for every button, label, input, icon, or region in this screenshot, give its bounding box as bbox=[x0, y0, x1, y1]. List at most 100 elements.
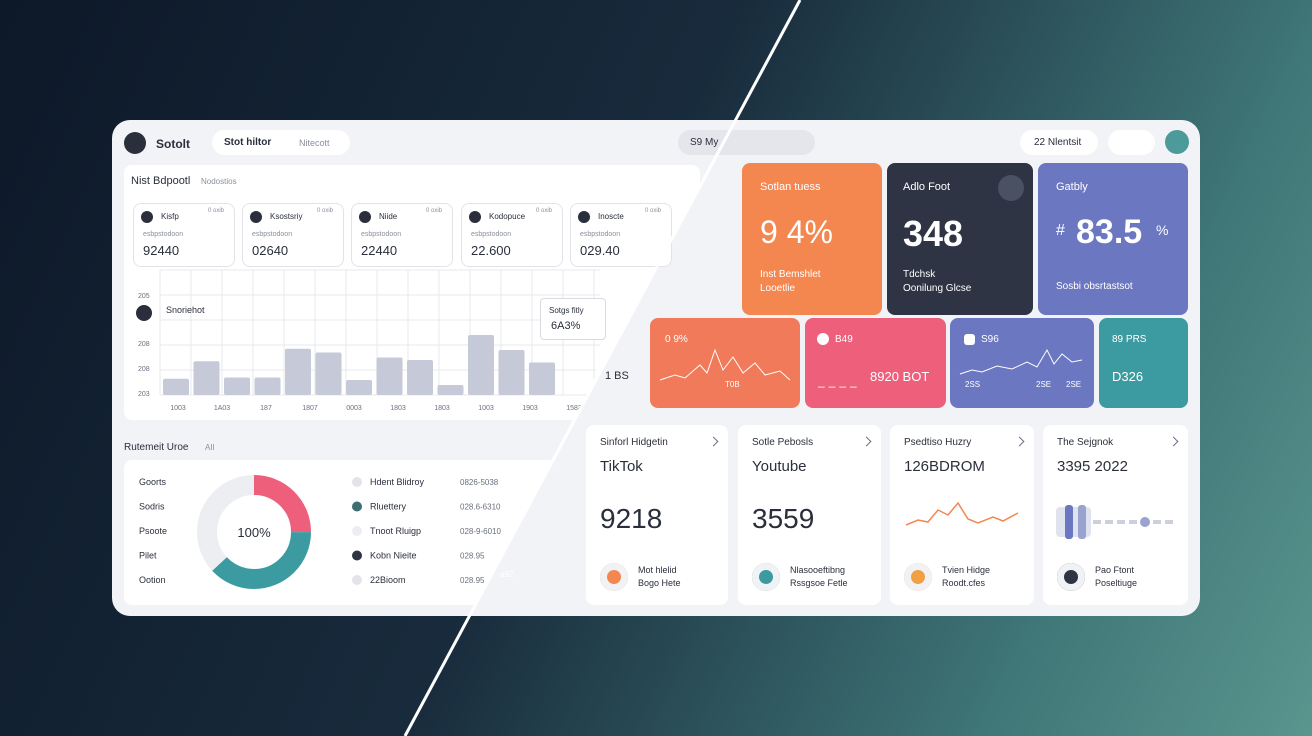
donut-center: 100% bbox=[237, 525, 271, 540]
x-tick-label: 1003 bbox=[170, 405, 186, 412]
kpi-tag: 0 oxib bbox=[645, 208, 662, 214]
legend-dot bbox=[352, 526, 362, 536]
card-foot: Nlasooeftibng bbox=[790, 565, 846, 575]
brand: Sotolt bbox=[156, 137, 190, 151]
card-foot: Poseltiuge bbox=[1095, 578, 1138, 588]
tile bbox=[805, 318, 946, 408]
kpi-tag: 0 oxib bbox=[317, 208, 334, 214]
kpi-icon bbox=[250, 211, 262, 223]
kpi-label: Kisfp bbox=[161, 212, 179, 221]
y-tick-label: 203 bbox=[138, 391, 150, 398]
tile bbox=[1038, 163, 1188, 315]
card-foot: Roodt.cfes bbox=[942, 578, 986, 588]
card-title: Sinforl Hidgetin bbox=[600, 437, 668, 448]
side-label: Psoote bbox=[139, 526, 167, 536]
tile-suffix: % bbox=[1156, 222, 1169, 238]
card-title: Psedtiso Huzry bbox=[904, 437, 972, 448]
bar bbox=[346, 380, 372, 395]
card-title: The Sejgnok bbox=[1057, 437, 1114, 448]
legend-value: 028.95 bbox=[460, 576, 485, 585]
tile-sub: Tdchsk bbox=[903, 269, 936, 280]
sparkline bbox=[959, 348, 1083, 375]
kpi-icon bbox=[359, 211, 371, 223]
badge bbox=[1020, 130, 1098, 155]
tile-value: 83.5 bbox=[1076, 213, 1143, 251]
x-tick-label: 187 bbox=[260, 405, 272, 412]
donut-tag: AII bbox=[205, 443, 215, 452]
x-tick-label: 0003 bbox=[346, 405, 362, 412]
tab[interactable]: Stot hiltor bbox=[224, 137, 272, 148]
side-text: 1 BS bbox=[605, 370, 629, 382]
kpi-caption: esbpstodoon bbox=[361, 231, 402, 238]
tile-value: D326 bbox=[1112, 369, 1144, 384]
bar bbox=[255, 378, 281, 396]
tab[interactable]: Nitecott bbox=[299, 138, 330, 148]
tile-label: Gatbly bbox=[1056, 181, 1088, 193]
legend-dot bbox=[352, 575, 362, 585]
card-name: TikTok bbox=[600, 458, 643, 475]
card-foot: Rssgsoe Fetle bbox=[790, 578, 848, 588]
card-icon bbox=[600, 563, 628, 591]
bar bbox=[194, 361, 220, 395]
tile-icon bbox=[998, 175, 1024, 201]
brand-icon bbox=[124, 132, 146, 154]
legend-name: Kobn Nieite bbox=[370, 551, 417, 561]
tile-label: S96 bbox=[981, 334, 999, 345]
bell[interactable] bbox=[1108, 130, 1155, 155]
card-name: 3395 2022 bbox=[1057, 458, 1128, 475]
donut-segment bbox=[207, 485, 301, 579]
side-label: Ootion bbox=[139, 575, 166, 585]
side-label: Pilet bbox=[139, 551, 157, 561]
side-label: Sodris bbox=[139, 502, 165, 512]
sparkline bbox=[659, 348, 791, 381]
kpi-caption: esbpstodoon bbox=[252, 231, 293, 238]
kpi-tag: 0 oxib bbox=[208, 208, 225, 214]
tile-label: B49 bbox=[835, 334, 853, 345]
avatar[interactable] bbox=[1165, 130, 1189, 154]
bar bbox=[224, 378, 250, 396]
card-foot: Pao Ftont bbox=[1095, 565, 1135, 575]
legend-name: 22Bioom bbox=[370, 575, 406, 585]
legend-name: Rluettery bbox=[370, 502, 407, 512]
tile-prefix: # bbox=[1056, 222, 1065, 239]
bar bbox=[285, 349, 311, 395]
legend-dot bbox=[352, 477, 362, 487]
kpi-label: Niide bbox=[379, 212, 398, 221]
chart-icon bbox=[136, 305, 152, 321]
card-name: Youtube bbox=[752, 458, 807, 475]
legend-dot bbox=[352, 502, 362, 512]
tile-label: 89 PRS bbox=[1112, 334, 1147, 345]
card-icon bbox=[752, 563, 780, 591]
tile-label: Adlo Foot bbox=[903, 181, 951, 193]
tile-dashes: –––– bbox=[818, 379, 861, 393]
overview-title: Nist Bdpootl bbox=[131, 175, 191, 187]
y-tick-label: 208 bbox=[138, 341, 150, 348]
legend-value: 028-9-6010 bbox=[460, 527, 501, 536]
badge-text: 22 Nlentsit bbox=[1034, 137, 1082, 148]
tile bbox=[1099, 318, 1188, 408]
overview-subtitle: Nodostios bbox=[201, 177, 237, 186]
legend-value: 028.95 bbox=[460, 552, 485, 561]
kpi-value: 02640 bbox=[252, 243, 289, 258]
card-icon bbox=[904, 563, 932, 591]
tile-sub: Looetlie bbox=[760, 283, 796, 294]
donut-segment bbox=[207, 485, 301, 579]
legend-value: 0826-5038 bbox=[460, 478, 499, 487]
tile-foot: 2SE bbox=[1036, 380, 1052, 389]
slider[interactable] bbox=[1053, 502, 1178, 542]
card-title: Sotle Pebosls bbox=[752, 437, 814, 448]
side-text: a92 bbox=[500, 570, 514, 579]
card-foot: Bogo Hete bbox=[638, 578, 681, 588]
sparkline bbox=[905, 501, 1019, 526]
card-icon bbox=[1057, 563, 1085, 591]
x-tick-label: 1807 bbox=[302, 405, 318, 412]
card-foot: Tvien Hidge bbox=[942, 565, 991, 575]
search-text: S9 My bbox=[690, 137, 719, 148]
kpi-value: 92440 bbox=[143, 243, 180, 258]
tile-foot: T0B bbox=[725, 380, 740, 389]
tile-sub: Oonilung Glcse bbox=[903, 283, 972, 294]
tile-value: 9 4% bbox=[760, 214, 833, 250]
tile-value: 8920 BOT bbox=[870, 369, 930, 384]
tabs bbox=[212, 130, 350, 155]
bar bbox=[316, 353, 342, 396]
